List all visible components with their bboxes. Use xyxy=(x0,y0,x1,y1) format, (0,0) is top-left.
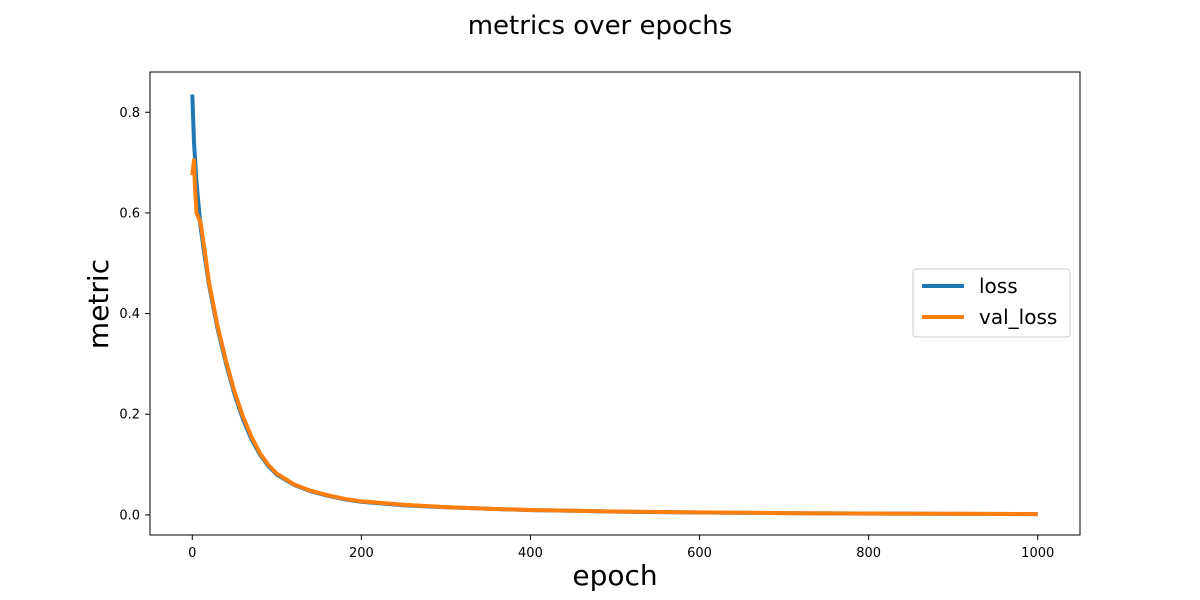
y-tick-label: 0.8 xyxy=(119,106,140,121)
chart-title: metrics over epochs xyxy=(468,11,733,41)
y-axis-label: metric xyxy=(82,259,115,349)
plot-frame xyxy=(149,71,1081,536)
legend: loss val_loss xyxy=(912,268,1071,338)
x-axis-ticks: 0 200 400 600 800 1000 xyxy=(188,535,1054,561)
x-tick-label: 400 xyxy=(518,546,543,561)
x-tick-label: 200 xyxy=(349,546,374,561)
y-tick-label: 0.4 xyxy=(119,307,140,322)
legend-label-loss: loss xyxy=(979,274,1018,298)
x-tick-label: 600 xyxy=(687,546,712,561)
y-tick-label: 0.0 xyxy=(119,508,140,523)
y-tick-label: 0.2 xyxy=(119,408,140,423)
series-line-val-loss xyxy=(190,158,1038,517)
x-axis-label: epoch xyxy=(572,559,657,592)
x-tick-label: 0 xyxy=(188,546,196,561)
series-line-loss xyxy=(190,94,1038,517)
x-tick-label: 800 xyxy=(856,546,881,561)
y-tick-label: 0.6 xyxy=(119,206,140,221)
legend-label-val-loss: val_loss xyxy=(979,305,1057,329)
x-tick-label: 1000 xyxy=(1021,546,1054,561)
y-axis-ticks: 0.0 0.2 0.4 0.6 0.8 xyxy=(119,106,150,523)
plot-lines xyxy=(190,94,1038,517)
